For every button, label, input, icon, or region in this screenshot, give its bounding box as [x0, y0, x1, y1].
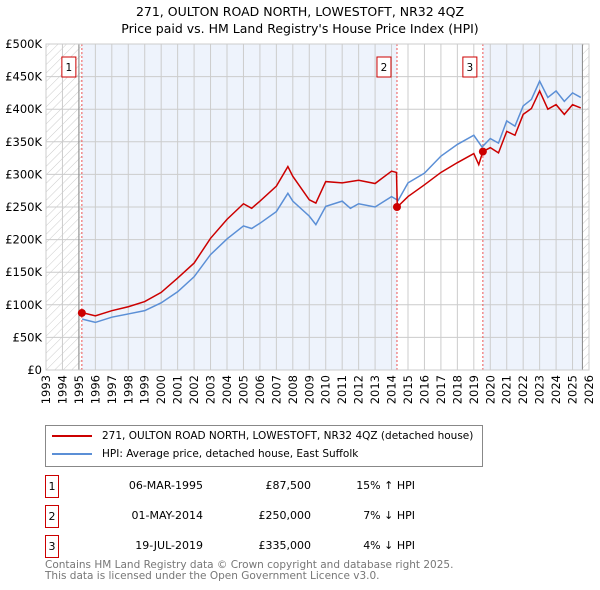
blue-line-swatch — [52, 453, 92, 455]
x-tick-label: 2019 — [467, 375, 481, 404]
property-price-line — [82, 89, 582, 317]
sale-row: 1 06-MAR-1995 £87,500 15% ↑ HPI — [45, 475, 445, 498]
x-tick-label: 1994 — [55, 375, 69, 404]
x-tick-label: 2026 — [582, 375, 596, 404]
sale-date: 19-JUL-2019 — [135, 539, 203, 552]
x-tick-label: 2004 — [220, 375, 234, 404]
x-tick-label: 2017 — [434, 375, 448, 404]
sale-hpi-diff: 7% ↓ HPI — [363, 509, 415, 522]
x-tick-label: 2000 — [154, 375, 168, 404]
x-tick-label: 2003 — [204, 375, 218, 404]
sale-price: £87,500 — [265, 479, 312, 492]
x-tick-label: 2009 — [302, 375, 316, 404]
subtitle: Price paid vs. HM Land Registry's House … — [121, 21, 479, 36]
red-line-swatch — [52, 435, 92, 437]
sale-label-box — [61, 56, 77, 78]
legend-label: HPI: Average price, detached house, East… — [102, 448, 359, 460]
plot-frame — [45, 43, 590, 371]
sale-marker-label: 2 — [45, 505, 59, 528]
x-tick-label: 1996 — [88, 375, 102, 404]
x-tick-label: 1998 — [121, 375, 135, 404]
x-tick-label: 2001 — [171, 375, 185, 404]
price-chart: 1993 1994 1995 1996 1997 1998 1999 2000 2001 2002… — [5, 37, 596, 404]
y-tick-label: £250K — [5, 200, 42, 214]
sale-row: 3 19-JUL-2019 £335,000 4% ↓ HPI — [45, 535, 445, 558]
x-tick-label: 2018 — [450, 375, 464, 404]
y-tick-label: £300K — [5, 167, 42, 181]
legend-label: 271, OULTON ROAD NORTH, LOWESTOFT, NR32 … — [102, 430, 474, 442]
legend-item-property: 271, OULTON ROAD NORTH, LOWESTOFT, NR32 … — [52, 430, 473, 442]
x-tick-label: 2015 — [401, 375, 415, 404]
sale-label-box — [376, 56, 392, 78]
sale-hpi-diff: 4% ↓ HPI — [363, 539, 415, 552]
footer: Contains HM Land Registry data © Crown c… — [45, 560, 453, 582]
x-tick-label: 2021 — [500, 375, 514, 404]
legend: 271, OULTON ROAD NORTH, LOWESTOFT, NR32 … — [45, 425, 483, 467]
x-tick-label: 2007 — [269, 375, 283, 404]
y-tick-label: £0 — [27, 363, 42, 377]
sale-label: 3 — [467, 62, 474, 74]
x-tick-label: 2013 — [368, 375, 382, 404]
sale-label: 2 — [381, 62, 388, 74]
x-tick-label: 1995 — [72, 375, 86, 404]
x-tick-label: 2016 — [417, 375, 431, 404]
sale-marker-label: 1 — [45, 475, 59, 498]
x-tick-label: 2014 — [385, 375, 399, 404]
footer-line: This data is licensed under the Open Gov… — [45, 570, 380, 582]
sale-point — [478, 147, 487, 156]
sale-point — [77, 308, 86, 317]
chart-title: 271, OULTON ROAD NORTH, LOWESTOFT, NR32 … — [0, 3, 600, 37]
y-tick-label: £500K — [5, 37, 42, 51]
sale-row: 2 01-MAY-2014 £250,000 7% ↓ HPI — [45, 505, 445, 528]
y-tick-label: £150K — [5, 265, 42, 279]
x-tick-label: 2002 — [187, 375, 201, 404]
y-tick-label: £350K — [5, 135, 42, 149]
y-tick-label: £450K — [5, 70, 42, 84]
x-tick-label: 2008 — [286, 375, 300, 404]
sale-date: 06-MAR-1995 — [128, 479, 203, 492]
x-tick-label: 1997 — [105, 375, 119, 404]
sale-price: £250,000 — [258, 509, 312, 522]
x-tick-label: 2022 — [516, 375, 530, 404]
x-tick-label: 2011 — [335, 375, 349, 404]
sale-label: 1 — [66, 62, 73, 74]
x-tick-label: 1999 — [138, 375, 152, 404]
x-tick-label: 2010 — [319, 375, 333, 404]
y-tick-label: £200K — [5, 233, 42, 247]
x-tick-label: 2025 — [566, 375, 580, 404]
y-tick-label: £100K — [5, 298, 42, 312]
x-tick-label: 2020 — [483, 375, 497, 404]
x-tick-label: 2024 — [549, 375, 563, 404]
x-tick-label: 2006 — [253, 375, 267, 404]
x-tick-label: 1993 — [39, 375, 53, 404]
sale-price: £335,000 — [258, 539, 312, 552]
hpi-line — [82, 79, 582, 324]
x-tick-label: 2012 — [352, 375, 366, 404]
legend-item-hpi: HPI: Average price, detached house, East… — [52, 448, 358, 460]
x-tick-label: 2005 — [236, 375, 250, 404]
title: 271, OULTON ROAD NORTH, LOWESTOFT, NR32 … — [135, 4, 465, 19]
y-tick-label: £50K — [13, 330, 43, 344]
sale-marker-label: 3 — [45, 535, 59, 558]
y-tick-label: £400K — [5, 102, 42, 116]
sale-point — [392, 203, 401, 211]
x-tick-label: 2023 — [533, 375, 547, 404]
sale-hpi-diff: 15% ↑ HPI — [356, 479, 415, 492]
sale-date: 01-MAY-2014 — [131, 509, 203, 522]
sale-label-box — [462, 56, 478, 78]
footer-line: Contains HM Land Registry data © Crown c… — [45, 559, 454, 571]
